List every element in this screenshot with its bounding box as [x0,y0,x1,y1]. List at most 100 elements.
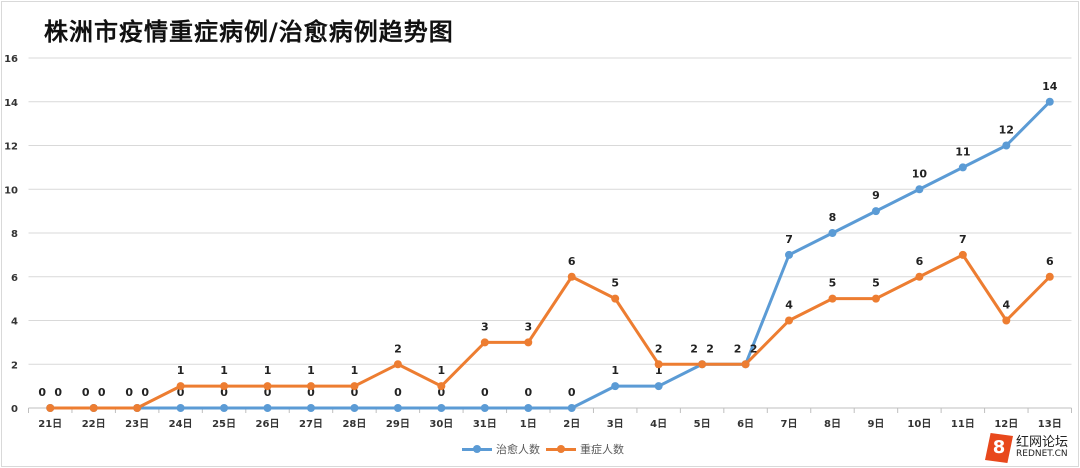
x-tick-label: 6日 [737,418,754,430]
x-tick-label: 1日 [520,418,537,430]
data-label-0: 0 [220,386,228,399]
x-tick-label: 22日 [82,418,106,430]
data-label-0: 2 [750,342,758,355]
data-label-0: 0 [54,386,62,399]
data-label-0: 0 [481,386,489,399]
data-point-1 [741,360,750,369]
x-tick-label: 2日 [563,418,580,430]
data-point-1 [915,272,924,281]
x-tick-label: 8日 [824,418,841,430]
x-tick-label: 25日 [212,418,236,430]
data-label-1: 2 [655,342,663,355]
data-label-1: 1 [307,364,315,377]
data-label-0: 8 [829,211,837,224]
legend: 治愈人数 重症人数 [462,441,626,457]
data-label-0: 9 [872,189,880,202]
data-label-1: 2 [690,342,698,355]
data-point-0 [567,404,576,412]
data-point-1 [263,382,272,391]
data-point-0 [176,404,185,412]
data-point-0 [1002,141,1011,150]
data-label-1: 3 [481,320,489,333]
data-point-1 [871,294,880,303]
legend-item-cured: 治愈人数 [462,441,540,457]
data-point-0 [306,404,315,412]
data-label-1: 1 [264,364,272,377]
data-label-0: 0 [394,386,402,399]
y-tick-label: 0 [11,404,18,415]
data-point-1 [306,382,315,391]
data-point-1 [654,360,663,369]
chart-title: 株洲市疫情重症病例/治愈病例趋势图 [44,18,454,46]
data-point-1 [567,272,576,281]
data-point-0 [480,404,489,412]
data-point-1 [958,250,967,259]
x-tick-label: 9日 [867,418,884,430]
data-label-1: 2 [734,342,742,355]
data-label-1: 4 [785,299,793,312]
data-label-1: 0 [82,386,90,399]
x-tick-label: 30日 [429,418,453,430]
y-tick-label: 10 [4,185,18,196]
x-tick-label: 12日 [994,418,1018,430]
data-point-0 [437,404,446,412]
data-point-0 [263,404,272,412]
y-tick-label: 14 [4,98,18,109]
x-tick-label: 24日 [169,418,193,430]
x-tick-label: 3日 [607,418,624,430]
data-point-1 [1045,272,1054,281]
data-point-1 [524,338,533,347]
x-tick-label: 10日 [907,418,931,430]
data-point-1 [393,360,402,369]
data-label-0: 14 [1042,80,1058,93]
y-tick-label: 6 [11,273,18,284]
data-point-1 [480,338,489,347]
logo-text-en: REDNET.CN [1016,449,1068,460]
data-label-0: 2 [706,342,714,355]
data-point-1 [89,404,98,412]
data-point-1 [133,404,142,412]
data-point-0 [220,404,229,412]
data-label-0: 12 [999,124,1014,137]
legend-label-severe: 重症人数 [580,443,624,456]
data-label-0: 0 [524,386,532,399]
x-tick-label: 26日 [256,418,280,430]
x-tick-label: 29日 [386,418,410,430]
x-tick-label: 13日 [1038,418,1062,430]
data-label-0: 0 [307,386,315,399]
legend-marker-severe [546,442,576,456]
y-tick-label: 2 [11,360,18,371]
data-point-0 [958,163,967,172]
data-label-1: 6 [1046,255,1054,268]
y-tick-label: 12 [4,142,18,153]
data-point-0 [828,229,837,237]
y-tick-label: 4 [11,317,18,328]
x-tick-label: 21日 [38,418,62,430]
data-point-0 [611,382,620,391]
data-label-0: 7 [785,233,793,246]
legend-item-severe: 重症人数 [546,441,624,457]
data-point-0 [785,250,794,259]
data-point-0 [871,207,880,216]
x-tick-label: 31日 [473,418,497,430]
data-label-0: 0 [141,386,149,399]
data-point-0 [393,404,402,412]
data-point-1 [611,294,620,303]
data-label-1: 1 [177,364,185,377]
data-point-1 [828,294,837,303]
data-point-0 [1045,97,1054,106]
data-point-0 [350,404,359,412]
data-label-0: 10 [912,167,928,180]
x-tick-label: 23日 [125,418,149,430]
data-label-1: 1 [351,364,359,377]
rednet-logo: 8 红网论坛 REDNET.CN [985,433,1068,463]
data-point-0 [915,185,924,194]
data-label-0: 11 [955,145,970,158]
y-tick-label: 8 [11,229,18,240]
logo-text-cn: 红网论坛 [1016,434,1069,450]
data-label-1: 5 [611,277,619,290]
data-label-0: 1 [611,364,619,377]
x-tick-label: 4日 [650,418,667,430]
data-point-1 [350,382,359,391]
